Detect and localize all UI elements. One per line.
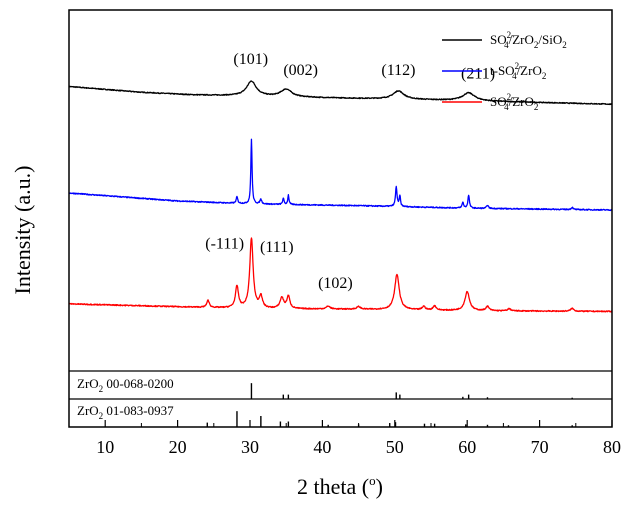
series-line <box>68 138 613 212</box>
peak-labels: (101) (002) (112) (211) (-111) (111) (102) <box>205 51 495 292</box>
y-axis-title: Intensity (a.u.) <box>10 166 35 295</box>
x-tick-label: 80 <box>603 437 621 457</box>
peak-label: (111) <box>260 239 293 256</box>
plot-frame <box>68 9 613 428</box>
x-axis: 10 20 30 40 50 60 70 80 <box>96 420 621 457</box>
peak-label: (101) <box>233 51 268 68</box>
x-tick-label: 10 <box>96 437 114 457</box>
reference-label: ZrO2 01-083-0937 <box>77 403 174 421</box>
x-axis-title-main: 2 theta ( <box>297 474 369 499</box>
peak-label: (102) <box>318 275 353 292</box>
series-layer <box>68 80 613 313</box>
x-tick-label: 50 <box>386 437 404 457</box>
x-axis-title-degree: o <box>369 473 376 488</box>
legend-entry: SO2-4/ZrO2 <box>490 92 538 112</box>
reference-panels <box>69 370 612 400</box>
peak-label: (112) <box>381 62 415 79</box>
legend-entry: SO2-4/ZrO2/SiO2 <box>490 30 567 50</box>
x-tick-label: 70 <box>531 437 549 457</box>
peak-label: (211) <box>461 66 495 83</box>
x-axis-title-close: ) <box>376 474 383 499</box>
series-line <box>68 237 613 313</box>
x-tick-label: 30 <box>241 437 259 457</box>
reference-labels: ZrO2 00-068-0200 ZrO2 01-083-0937 <box>77 376 174 421</box>
legend: SO2-4/ZrO2/SiO2 t-SO2-4/ZrO2 SO2-4/ZrO2 <box>442 30 567 112</box>
x-tick-label: 40 <box>313 437 331 457</box>
x-tick-label: 60 <box>458 437 476 457</box>
x-tick-label: 20 <box>169 437 187 457</box>
peak-label: (002) <box>283 62 318 79</box>
series-line <box>68 80 613 106</box>
legend-entry: t-SO2-4/ZrO2 <box>490 61 546 81</box>
x-axis-title: 2 theta (o) <box>297 473 383 499</box>
reference-sticks <box>206 383 573 427</box>
reference-label: ZrO2 00-068-0200 <box>77 376 174 394</box>
peak-label: (-111) <box>205 235 244 252</box>
